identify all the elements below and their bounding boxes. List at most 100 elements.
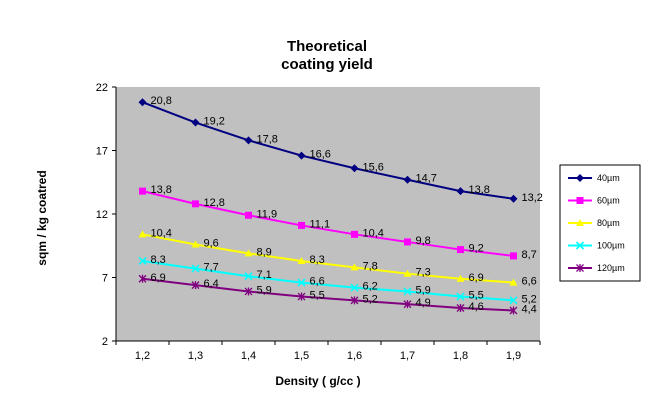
data-label: 6,2 <box>363 281 378 293</box>
data-label: 13,2 <box>522 192 543 204</box>
data-label: 7,1 <box>257 269 272 281</box>
series-4-point <box>297 292 306 301</box>
chart-title-line-2: coating yield <box>281 56 373 73</box>
series-3-point <box>138 256 147 266</box>
y-axis-label: sqm / kg coatred <box>35 170 49 265</box>
x-axis-label: Density ( g/cc ) <box>275 374 360 388</box>
data-label: 8,7 <box>522 249 537 261</box>
x-tick-label: 1,6 <box>347 350 362 362</box>
data-label: 8,3 <box>310 254 325 266</box>
data-label: 5,5 <box>310 290 325 302</box>
series-line-2 <box>142 233 514 284</box>
x-tick-label: 1,5 <box>294 350 309 362</box>
data-label: 19,2 <box>204 116 225 128</box>
series-0-point <box>350 164 359 173</box>
series-2-point <box>138 230 147 238</box>
data-label: 8,3 <box>151 254 166 266</box>
x-tick-label: 1,3 <box>188 350 203 362</box>
data-label: 4,9 <box>416 297 431 309</box>
series-0-point <box>297 151 306 160</box>
data-label: 13,8 <box>469 184 490 196</box>
series-0-point <box>403 175 412 184</box>
series-1-point <box>139 187 146 195</box>
data-label: 14,7 <box>416 173 437 185</box>
data-label: 6,6 <box>310 276 325 288</box>
series-4-point <box>509 306 518 315</box>
data-label: 9,8 <box>416 235 431 247</box>
legend: 40µm 60µm 80µm 100µm 120µm <box>559 164 641 282</box>
series-4-point <box>191 281 200 290</box>
series-3-point <box>350 283 359 292</box>
series-2-point <box>350 263 359 271</box>
x-tick-label: 1,8 <box>453 350 468 362</box>
x-tick-label: 1,9 <box>506 350 521 362</box>
data-label: 5,9 <box>257 284 272 296</box>
series-4-point <box>350 296 359 305</box>
legend-marker <box>576 264 584 272</box>
series-line-3 <box>142 260 514 302</box>
legend-entry-label: 100µm <box>597 241 625 251</box>
data-label: 8,9 <box>257 246 272 258</box>
series-line-0 <box>142 101 514 200</box>
series-3-point <box>403 287 412 296</box>
series-1-point <box>404 238 411 246</box>
data-label: 11,9 <box>257 208 278 220</box>
series-1-point <box>351 230 358 238</box>
series-3-point <box>456 292 465 301</box>
data-label: 5,9 <box>416 284 431 296</box>
data-label: 5,2 <box>522 293 537 305</box>
y-tick-label: 17 <box>96 146 108 158</box>
legend-marker <box>576 174 584 182</box>
series-2-point <box>456 274 465 282</box>
series-4-point <box>456 303 465 312</box>
data-label: 20,8 <box>151 95 172 107</box>
series-1-point <box>457 246 464 254</box>
y-tick-label: 7 <box>102 273 108 285</box>
data-label: 15,6 <box>363 161 384 173</box>
series-1-point <box>298 221 305 229</box>
legend-entries: 40µm 60µm 80µm 100µm 120µm <box>568 173 625 273</box>
series-0-point <box>509 194 518 203</box>
series-1-point <box>245 211 252 219</box>
series-4-point <box>403 300 412 309</box>
data-label: 7,7 <box>204 262 219 274</box>
series-layer <box>138 98 518 315</box>
data-label: 6,6 <box>522 276 537 288</box>
data-label: 5,2 <box>363 293 378 305</box>
legend-entry-label: 80µm <box>597 218 620 228</box>
data-label: 6,4 <box>204 278 219 290</box>
data-label: 9,6 <box>204 237 219 249</box>
data-label: 7,8 <box>363 260 378 272</box>
series-1-point <box>510 252 517 260</box>
series-3-point <box>297 278 306 287</box>
x-tick-label: 1,7 <box>400 350 415 362</box>
y-tick-label: 22 <box>96 82 108 94</box>
series-2-point <box>509 278 518 286</box>
data-label: 10,4 <box>363 227 384 239</box>
data-label: 12,8 <box>204 197 225 209</box>
data-label: 10,4 <box>151 227 172 239</box>
x-tick-label: 1,2 <box>135 350 150 362</box>
series-2-point <box>191 240 200 248</box>
series-4-point <box>138 274 147 283</box>
tick-layer: 2 7 12 17 22 1,2 1,3 1,4 1,5 1,6 1,7 1,8 1,9 <box>96 82 541 362</box>
data-label: 16,6 <box>310 149 331 161</box>
series-4-point <box>244 287 253 296</box>
series-0-point <box>138 98 147 107</box>
series-3-point <box>244 272 253 281</box>
data-label: 6,9 <box>151 272 166 284</box>
data-label: 9,2 <box>469 243 484 255</box>
legend-marker <box>575 241 585 250</box>
series-2-point <box>403 269 412 277</box>
series-3-point <box>191 264 200 273</box>
data-label: 7,3 <box>416 267 431 279</box>
data-label-layer: 20,8 19,2 17,8 16,6 15,6 14,7 13,8 13,2 13,8 12,8… <box>151 95 543 315</box>
series-0-point <box>244 136 253 145</box>
y-tick-label: 12 <box>96 209 108 221</box>
data-label: 13,8 <box>151 184 172 196</box>
data-label: 4,4 <box>522 304 537 316</box>
data-label: 11,1 <box>310 218 331 230</box>
series-0-point <box>456 187 465 196</box>
series-line-4 <box>142 277 514 312</box>
series-line-1 <box>142 190 514 257</box>
